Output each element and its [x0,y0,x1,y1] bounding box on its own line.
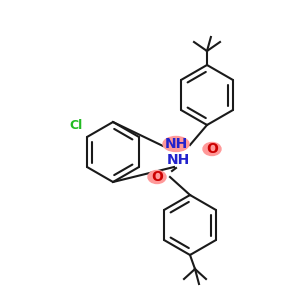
Text: NH: NH [167,153,190,167]
Ellipse shape [163,136,189,152]
Ellipse shape [148,170,166,184]
Text: Cl: Cl [70,119,83,132]
Text: O: O [151,170,163,184]
Ellipse shape [203,142,221,155]
Text: NH: NH [164,137,188,151]
Text: O: O [206,142,218,156]
